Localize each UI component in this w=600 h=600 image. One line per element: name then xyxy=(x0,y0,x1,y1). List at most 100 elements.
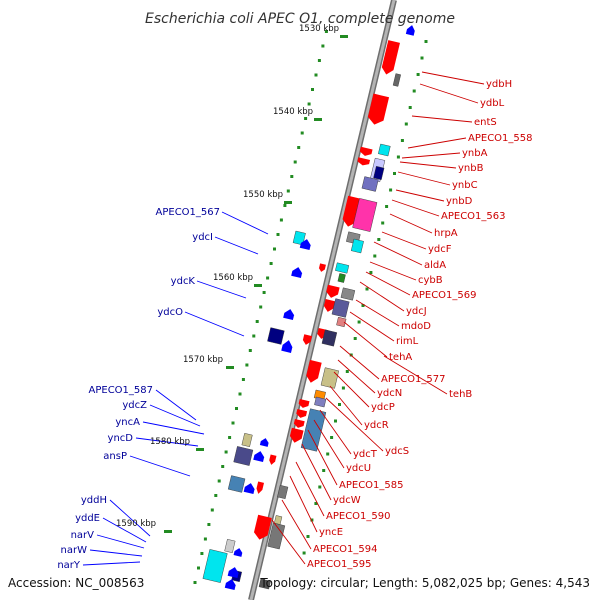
feature-block xyxy=(337,273,346,283)
gc-skew-track-left xyxy=(164,30,348,584)
gene-label-forward[interactable]: ydcS xyxy=(385,446,409,457)
gene-label-forward[interactable]: yncE xyxy=(319,527,343,538)
gene-label-forward[interactable]: ynbB xyxy=(458,163,484,174)
gc-skew-dot xyxy=(300,131,304,135)
gc-skew-dot xyxy=(302,551,306,555)
connector-line xyxy=(184,311,245,337)
gc-skew-dot xyxy=(200,552,204,555)
gene-label-reverse[interactable]: yddH xyxy=(81,495,107,506)
gene-label-reverse[interactable]: narV xyxy=(71,530,95,541)
gene-label-forward[interactable]: ydcU xyxy=(346,463,371,474)
topology-label: Topology: circular; Length: 5,082,025 bp… xyxy=(259,576,590,590)
reverse-gene-arrow xyxy=(227,567,239,579)
gc-skew-dot xyxy=(420,56,424,60)
gc-skew-dot xyxy=(262,291,266,294)
connector-line xyxy=(319,409,352,455)
gene-label-forward[interactable]: ydcF xyxy=(428,244,452,255)
gene-label-forward[interactable]: APECO1_563 xyxy=(441,211,506,222)
gene-label-reverse[interactable]: ydcZ xyxy=(122,400,147,411)
gene-label-forward[interactable]: ydbH xyxy=(486,79,512,90)
gene-label-forward[interactable]: ynbC xyxy=(452,180,478,191)
feature-arrow xyxy=(291,267,303,279)
scale-tick xyxy=(196,448,204,451)
gene-label-forward[interactable]: APECO1_569 xyxy=(412,290,477,301)
forward-gene-arrow xyxy=(323,299,336,312)
gene-label-forward[interactable]: ynbA xyxy=(462,148,488,159)
feature-rect xyxy=(361,176,379,192)
feature-arrow xyxy=(224,579,236,591)
gc-skew-dot xyxy=(297,146,301,149)
feature-block xyxy=(320,367,340,389)
connector-line xyxy=(391,199,440,217)
reverse-gene-arrow xyxy=(281,340,293,353)
gene-label-forward[interactable]: APECO1_585 xyxy=(339,480,404,491)
scale-tick xyxy=(226,366,234,369)
gene-label-forward[interactable]: mdoD xyxy=(401,321,431,332)
gene-label-forward[interactable]: tehA xyxy=(389,352,412,363)
gene-label-forward[interactable]: ydcP xyxy=(371,402,395,413)
gene-label-forward[interactable]: ynbD xyxy=(446,196,473,207)
gene-label-reverse[interactable]: APECO1_567 xyxy=(156,207,221,218)
gene-label-reverse[interactable]: yddE xyxy=(75,513,100,524)
connector-line xyxy=(313,419,345,469)
feature-arrow xyxy=(359,146,373,156)
feature-rect xyxy=(335,262,350,274)
forward-gene-arrow xyxy=(298,398,310,408)
connector-line xyxy=(401,152,461,159)
connector-line xyxy=(369,261,417,281)
gc-skew-dot xyxy=(224,450,228,454)
connector-line xyxy=(221,211,269,235)
gc-skew-dot xyxy=(408,106,412,109)
reverse-gene-arrow xyxy=(299,239,311,251)
gene-label-reverse[interactable]: narW xyxy=(61,545,88,556)
gene-label-forward[interactable]: rimL xyxy=(396,336,419,347)
gene-label-forward[interactable]: APECO1_594 xyxy=(313,544,378,555)
feature-block xyxy=(224,538,236,554)
connector-line xyxy=(149,404,201,427)
scale-label: 1570 kbp xyxy=(183,355,223,365)
gene-label-forward[interactable]: entS xyxy=(474,117,497,128)
gc-skew-dot xyxy=(283,204,287,207)
gene-label-reverse[interactable]: ydcI xyxy=(192,232,213,243)
gene-label-forward[interactable]: ydcJ xyxy=(406,306,427,317)
feature-arrow xyxy=(281,340,293,353)
gene-label-reverse[interactable]: APECO1_587 xyxy=(89,385,154,396)
gene-label-forward[interactable]: tehB xyxy=(449,389,472,400)
feature-rect xyxy=(340,287,356,301)
gene-label-forward[interactable]: ydcN xyxy=(377,388,402,399)
gc-skew-dot xyxy=(238,392,242,396)
gene-label-reverse[interactable]: ydcO xyxy=(157,307,183,318)
gene-label-forward[interactable]: APECO1_577 xyxy=(381,374,446,385)
forward-gene-arrow xyxy=(256,481,265,494)
gene-label-reverse[interactable]: yncD xyxy=(108,433,134,444)
gene-label-forward[interactable]: APECO1_590 xyxy=(326,511,391,522)
feature-rect xyxy=(258,578,271,590)
gc-skew-dot xyxy=(404,122,408,126)
gc-skew-dot xyxy=(369,271,373,274)
feature-rect xyxy=(392,73,401,87)
gene-label-reverse[interactable]: yncA xyxy=(115,417,140,428)
gene-label-forward[interactable]: ydcT xyxy=(353,449,378,460)
connector-line xyxy=(397,171,451,186)
gene-label-forward[interactable]: APECO1_595 xyxy=(307,559,372,570)
feature-rect xyxy=(321,329,338,347)
feature-arrow xyxy=(357,157,371,166)
forward-gene-arrow xyxy=(289,427,304,443)
gene-label-forward[interactable]: ydbL xyxy=(480,98,505,109)
gene-label-forward[interactable]: hrpA xyxy=(434,228,458,239)
feature-arrow xyxy=(269,454,277,465)
gene-label-reverse[interactable]: ydcK xyxy=(171,276,196,287)
gene-label-forward[interactable]: ydcW xyxy=(333,495,361,506)
gc-skew-dot xyxy=(338,403,341,406)
connector-line xyxy=(399,161,457,169)
connector-line xyxy=(419,83,479,104)
gene-label-reverse[interactable]: narY xyxy=(57,560,81,571)
gene-label-forward[interactable]: ydcR xyxy=(364,420,389,431)
gene-label-reverse[interactable]: ansP xyxy=(103,451,127,462)
gene-label-forward[interactable]: cybB xyxy=(418,275,443,286)
connector-line xyxy=(359,281,405,312)
feature-arrow xyxy=(405,25,415,36)
gene-label-forward[interactable]: aldA xyxy=(424,260,446,271)
gc-skew-dot xyxy=(193,581,197,584)
gene-label-forward[interactable]: APECO1_558 xyxy=(468,133,533,144)
